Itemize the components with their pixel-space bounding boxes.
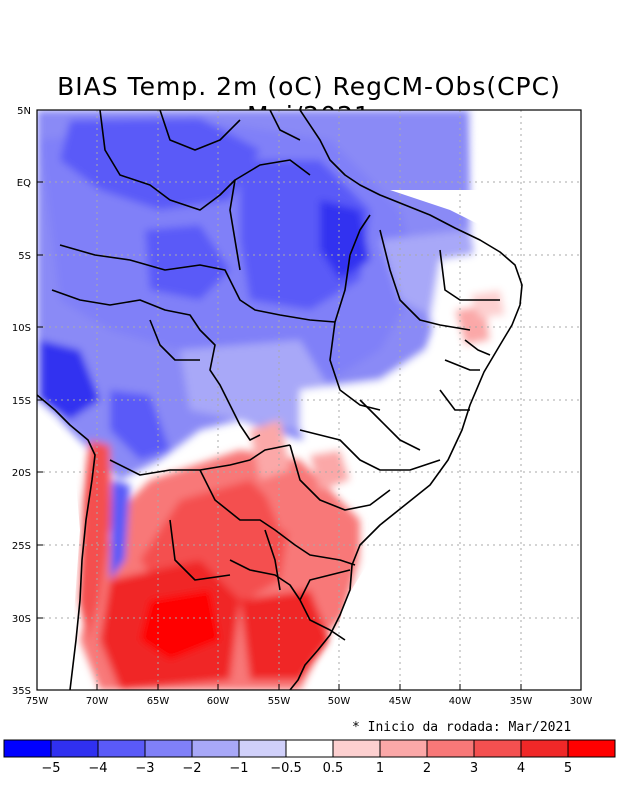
- lon-label: 40W: [449, 696, 472, 707]
- lon-label: 35W: [510, 696, 533, 707]
- legend-swatch: [191, 739, 240, 758]
- legend-swatch: [3, 739, 52, 758]
- legend-label: −0.5: [270, 761, 302, 776]
- lon-axis: 75W 70W 65W 60W 55W 50W 45W 40W 35W 30W: [26, 696, 593, 707]
- lat-label: 25S: [12, 541, 31, 552]
- legend-label: 1: [376, 761, 384, 776]
- legend-label: 4: [517, 761, 525, 776]
- lon-label: 45W: [389, 696, 412, 707]
- legend-swatch: [50, 739, 99, 758]
- legend-label: 2: [423, 761, 431, 776]
- legend-label: 0.5: [323, 761, 344, 776]
- lat-label: 5S: [18, 251, 31, 262]
- legend-swatch: [520, 739, 569, 758]
- legend-swatch: [426, 739, 475, 758]
- legend-swatch: [567, 739, 616, 758]
- lat-label: 35S: [12, 686, 31, 697]
- legend-swatch: [144, 739, 193, 758]
- bias-field: [37, 110, 581, 690]
- run-start-note: * Inicio da rodada: Mar/2021: [352, 720, 572, 735]
- legend-label: 5: [564, 761, 572, 776]
- lon-label: 60W: [207, 696, 230, 707]
- legend-label: −1: [229, 761, 248, 776]
- legend-label: −3: [135, 761, 154, 776]
- legend-label: −4: [88, 761, 107, 776]
- lon-label: 75W: [26, 696, 49, 707]
- lat-label: 15S: [12, 396, 31, 407]
- lat-label: 10S: [12, 323, 31, 334]
- country-borders: [37, 110, 523, 690]
- legend-swatch: [285, 739, 334, 758]
- legend-label: 3: [470, 761, 478, 776]
- lon-label: 65W: [147, 696, 170, 707]
- legend-swatch: [332, 739, 381, 758]
- lon-label: 70W: [86, 696, 109, 707]
- gridlines: [37, 110, 581, 690]
- lon-label: 50W: [328, 696, 351, 707]
- lat-label: 20S: [12, 468, 31, 479]
- map-panel: 5N EQ 5S 10S 15S 20S 25S 30S 35S 75W 70W…: [12, 106, 593, 707]
- lat-axis: 5N EQ 5S 10S 15S 20S 25S 30S 35S: [12, 106, 31, 697]
- lat-label: 5N: [17, 106, 31, 117]
- lat-label: 30S: [12, 614, 31, 625]
- legend-swatch: [238, 739, 287, 758]
- lon-label: 30W: [570, 696, 593, 707]
- legend-swatch: [473, 739, 522, 758]
- color-legend: −5 −4 −3 −2 −1 −0.5 0.5 1 2 3 4 5: [3, 739, 616, 776]
- lat-label: EQ: [17, 178, 31, 189]
- legend-label: −2: [182, 761, 201, 776]
- legend-label: −5: [41, 761, 60, 776]
- legend-swatch: [97, 739, 146, 758]
- lon-label: 55W: [268, 696, 291, 707]
- legend-swatch: [379, 739, 428, 758]
